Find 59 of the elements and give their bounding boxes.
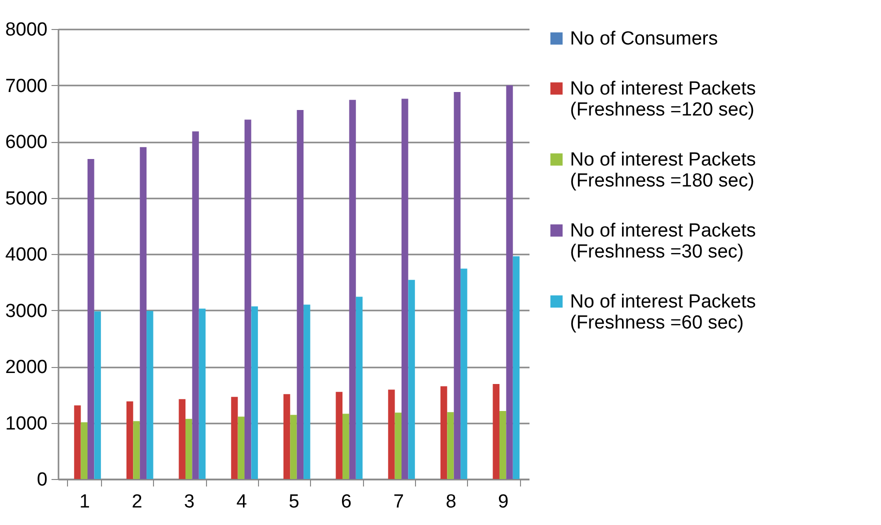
x-tick-label: 5 [288,492,300,512]
bar [244,120,252,479]
bar [440,386,448,479]
bar [356,296,363,479]
bar [238,416,245,479]
bar [499,410,506,479]
x-tick-label: 2 [132,492,142,512]
x-tick-label: 8 [446,492,456,512]
y-tick-label: 1000 [5,413,48,434]
bar [80,422,88,479]
bar [126,401,134,479]
x-tick-label: 1 [79,492,90,512]
bar [94,311,101,479]
bar [394,412,402,479]
y-tick-label: 8000 [5,20,48,40]
bar [447,412,454,479]
bar [283,394,290,479]
legend-label: No of interest Packets (Freshness =180 sec) [570,150,756,192]
bar [460,268,468,479]
bar [133,421,140,479]
bar [198,308,206,479]
bar [342,414,350,479]
x-tick-label: 7 [393,492,404,512]
bar [336,392,342,479]
bar [512,256,520,479]
x-tick-label: 3 [184,492,195,512]
bar [88,158,94,479]
bar [192,131,199,479]
bar [178,399,186,479]
bar [349,100,356,479]
bar [185,418,192,479]
legend-label: No of interest Packets (Freshness =30 sec) [570,220,756,262]
legend-label: No of Consumers [570,28,718,50]
bar [74,405,81,479]
bar [506,85,513,479]
bar [140,147,147,479]
bar [146,310,154,479]
x-tick-label: 4 [236,492,248,512]
bar [408,280,415,479]
bar [304,304,310,479]
bar [388,390,395,479]
y-tick-label: 7000 [5,76,48,97]
y-tick-label: 4000 [5,244,48,266]
legend-label: No of interest Packets (Freshness =60 sec) [570,292,756,334]
y-tick-label: 0 [36,470,48,490]
x-tick-label: 9 [498,492,509,512]
bar [492,384,500,479]
legend-label: No of interest Packets (Freshness =120 sec) [570,78,756,120]
y-tick-label: 2000 [5,357,48,378]
bar [454,92,461,479]
bar [251,306,258,479]
y-tick-label: 6000 [5,132,48,153]
bar [290,414,297,479]
y-tick-label: 3000 [5,300,48,322]
x-tick-label: 6 [341,492,352,512]
bar [231,396,238,479]
bar [296,110,304,479]
bar [402,98,408,479]
y-tick-label: 5000 [5,188,48,210]
